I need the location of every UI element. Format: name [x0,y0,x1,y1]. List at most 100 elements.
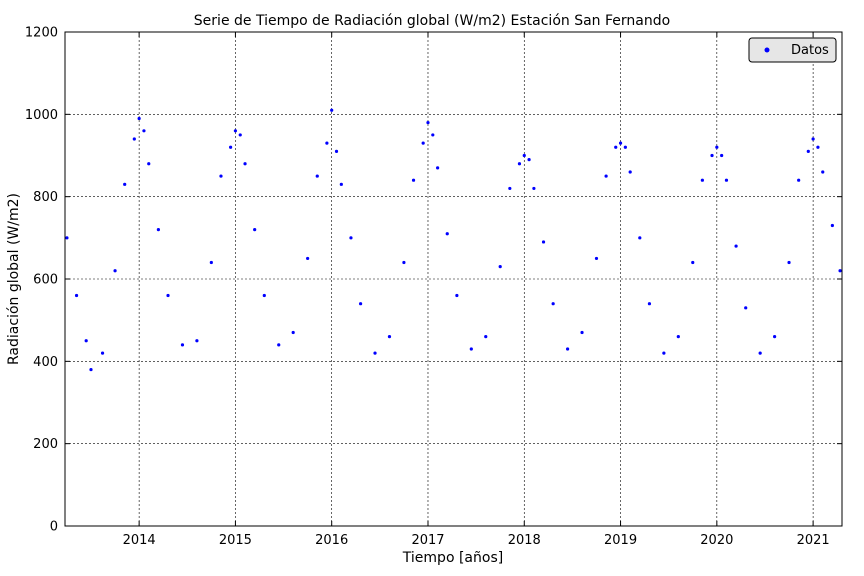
data-point [787,260,791,265]
data-point [830,223,834,228]
x-tick-label: 2021 [797,533,830,548]
data-point [219,174,223,178]
x-tick-label: 2020 [700,533,733,548]
data-point [277,343,281,347]
data-point [349,236,353,240]
data-point [647,302,652,306]
data-point [816,145,820,149]
axis-ticks: 2014 2015 2016 2017 2018 2019 2020 2021 0 200 400 6… [25,26,842,548]
data-point [811,137,815,141]
data-point [638,236,642,240]
data-point [233,129,238,133]
data-point [720,153,724,158]
data-point [618,141,623,145]
y-tick-label: 1000 [25,108,58,123]
data-point [411,178,416,182]
data-point [710,153,714,158]
data-point [166,293,170,298]
data-point [330,108,334,112]
data-point [209,260,213,265]
y-tick-label: 0 [50,520,58,535]
data-point [100,351,105,355]
y-tick-label: 400 [33,355,58,370]
data-point [132,137,136,141]
data-point [113,269,117,273]
data-point [84,339,88,343]
data-point [797,178,801,182]
data-point [744,306,748,310]
data-point [455,293,459,298]
data-point [421,141,425,145]
data-point [334,149,339,153]
data-point [89,367,93,372]
data-point [65,236,69,240]
data-point [580,330,584,335]
data-point [262,293,266,298]
data-point [700,178,704,182]
legend-box [748,37,837,63]
data-point [402,260,406,265]
data-point [373,351,377,355]
data-point [522,153,526,158]
x-tick-label: 2014 [123,533,156,548]
x-axis-label: Tiempo [años] [402,550,503,566]
data-point [387,335,392,339]
x-tick-label: 2019 [604,533,637,548]
y-tick-label: 600 [33,273,58,288]
data-point [691,260,695,265]
data-point [431,133,435,137]
data-point [806,149,810,153]
data-point [358,302,363,306]
data-point [306,256,310,261]
data-point [527,158,531,162]
data-point [715,145,719,149]
data-point [315,174,319,178]
grid [65,32,842,526]
chart-title: Serie de Tiempo de Radiación global (W/m… [194,13,670,29]
data-points [65,108,842,372]
data-point [498,265,502,269]
data-point [243,162,247,166]
data-point [532,186,536,191]
data-point [156,228,160,232]
data-point [508,186,512,191]
y-tick-label: 1200 [25,26,58,41]
data-point [291,330,295,335]
data-point [325,141,329,145]
x-tick-label: 2015 [219,533,252,548]
data-point [74,293,79,298]
data-point [469,347,473,351]
data-point [147,162,151,166]
data-point [137,116,141,121]
data-point [541,240,546,244]
legend-marker [764,47,770,53]
data-point [517,162,522,166]
x-tick-label: 2018 [508,533,541,548]
data-point [838,269,842,273]
data-point [614,145,618,149]
data-point [445,232,449,236]
data-point [253,228,257,232]
data-point [142,129,146,133]
data-point [662,351,666,355]
x-tick-label: 2017 [411,533,444,548]
data-point [180,343,185,347]
y-tick-label: 800 [33,190,58,205]
data-point [238,133,242,137]
data-point [676,335,680,339]
data-point [436,166,440,170]
x-tick-label: 2016 [315,533,348,548]
data-point [229,145,233,149]
data-point [594,256,599,261]
data-point [758,351,762,355]
data-point [821,170,825,174]
data-point [551,302,555,306]
data-point [484,335,488,339]
data-point [773,335,777,339]
data-point [339,182,343,186]
y-axis-label: Radiación global (W/m2) [6,193,22,365]
data-point [195,339,199,343]
data-point [565,347,570,351]
legend-label-datos: Datos [791,43,829,58]
